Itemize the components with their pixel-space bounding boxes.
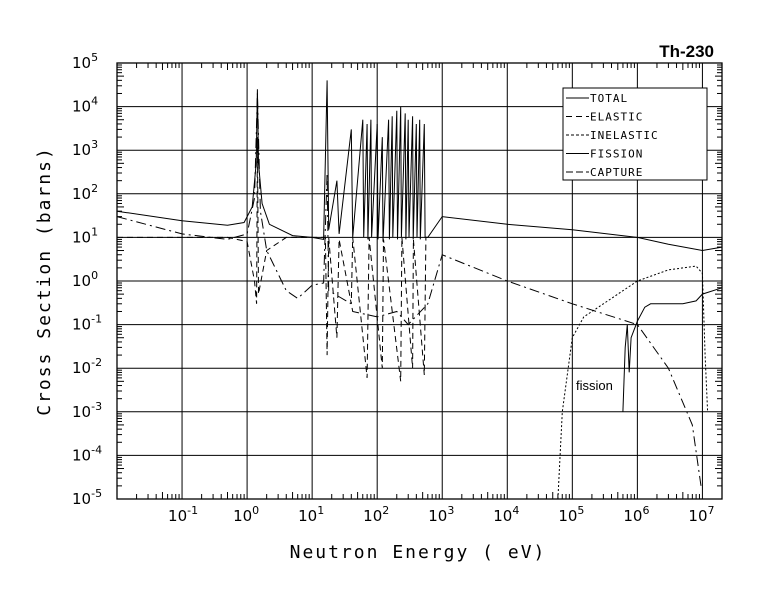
legend-label-capture: CAPTURE	[590, 166, 643, 179]
x-tick-label: 107	[688, 504, 714, 525]
series-capture	[116, 93, 702, 486]
y-tick-label: 101	[72, 225, 98, 246]
legend-label-inelastic: INELASTIC	[590, 129, 659, 142]
series-fission	[622, 287, 723, 412]
minor-ticks	[117, 63, 723, 499]
y-tick-label: 10-1	[72, 313, 102, 334]
x-tick-label: 106	[623, 504, 649, 525]
grid	[117, 62, 722, 500]
plot-frame	[116, 62, 723, 500]
y-tick-label: 10-4	[72, 443, 102, 464]
chart-title: Th-230	[659, 42, 714, 61]
y-tick-labels: 105 104 103 102 101 100 10-1 10-2 10-3 10-4 10-5	[72, 51, 102, 508]
y-tick-label: 104	[72, 95, 98, 116]
curves	[116, 80, 723, 500]
x-tick-label: 104	[493, 504, 519, 525]
y-tick-label: 105	[72, 51, 98, 72]
series-elastic	[117, 137, 428, 382]
legend-label-elastic: ELASTIC	[590, 111, 643, 124]
x-tick-label: 105	[558, 504, 584, 525]
y-tick-label: 100	[72, 269, 98, 290]
y-tick-label: 102	[72, 182, 98, 203]
y-tick-label: 103	[72, 138, 98, 159]
fission-annotation: fission	[576, 378, 613, 393]
y-tick-label: 10-3	[72, 400, 102, 421]
legend-label-total: TOTAL	[590, 92, 628, 105]
legend: TOTAL ELASTIC INELASTIC FISSION CAPTURE	[562, 87, 708, 181]
y-tick-label: 10-5	[72, 487, 102, 508]
x-tick-label: 103	[428, 504, 454, 525]
x-tick-label: 10-1	[168, 504, 198, 525]
series-inelastic	[557, 265, 709, 500]
x-tick-label: 100	[233, 504, 259, 525]
x-axis-label: Neutron Energy ( eV)	[290, 542, 547, 563]
x-tick-labels: 10-1 100 101 102 103 104 105 106 107	[168, 504, 714, 525]
y-axis-label: Cross Section (barns)	[34, 146, 55, 416]
y-tick-label: 10-2	[72, 356, 102, 377]
x-tick-label: 102	[363, 504, 389, 525]
x-tick-label: 101	[298, 504, 324, 525]
legend-label-fission: FISSION	[590, 148, 643, 161]
